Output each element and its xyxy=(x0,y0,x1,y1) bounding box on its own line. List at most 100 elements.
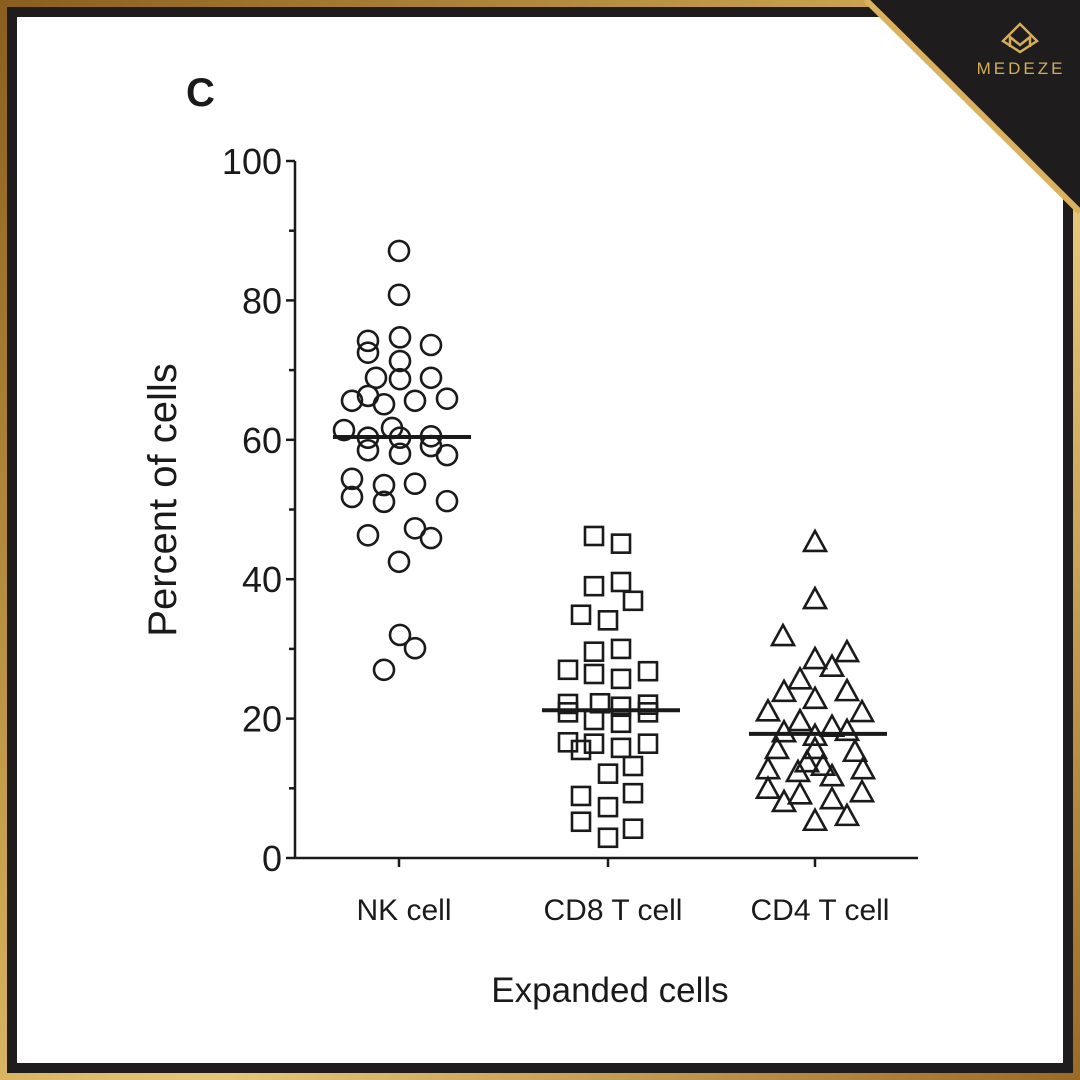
y-tick-label: 100 xyxy=(222,141,282,182)
data-point-circle xyxy=(419,333,443,357)
data-point-square xyxy=(622,590,644,612)
x-tick-label: CD8 T cell xyxy=(544,894,683,927)
data-point-circle xyxy=(388,623,412,647)
data-point-circle xyxy=(419,366,443,390)
data-point-square xyxy=(637,660,659,682)
data-point-triangle xyxy=(786,665,814,690)
data-point-square xyxy=(583,733,605,754)
data-point-triangle xyxy=(849,755,877,780)
data-point-triangle xyxy=(809,751,837,776)
data-point-circle xyxy=(388,442,412,466)
data-point-circle xyxy=(372,490,396,514)
data-point-triangle xyxy=(818,785,846,810)
data-point-triangle xyxy=(848,778,876,803)
data-point-triangle xyxy=(801,685,829,710)
data-point-circle xyxy=(332,418,356,442)
data-point-square xyxy=(583,575,605,597)
data-point-circle xyxy=(403,389,427,413)
data-point-triangle xyxy=(833,802,861,827)
data-point-square xyxy=(622,782,644,804)
data-point-circle xyxy=(387,239,411,263)
data-point-circle xyxy=(388,349,412,373)
brand-corner-edge xyxy=(863,0,1080,215)
data-point-triangle xyxy=(818,762,846,787)
data-point-square xyxy=(610,533,632,554)
data-point-circle xyxy=(388,367,412,391)
data-point-triangle xyxy=(801,528,829,553)
data-point-triangle xyxy=(801,735,829,760)
data-point-circle xyxy=(435,443,459,467)
data-point-triangle xyxy=(801,807,829,832)
data-point-triangle xyxy=(786,780,814,805)
data-point-circle xyxy=(387,550,411,574)
data-point-triangle xyxy=(754,697,782,722)
data-point-square xyxy=(570,739,592,761)
y-axis-label: Percent of cells xyxy=(141,363,185,636)
data-point-circle xyxy=(387,283,411,307)
data-point-circle xyxy=(340,467,364,491)
data-point-triangle xyxy=(793,748,821,773)
data-point-triangle xyxy=(770,678,798,703)
data-point-circle xyxy=(340,485,364,509)
data-point-square xyxy=(610,668,632,690)
data-point-triangle xyxy=(848,698,876,723)
data-points xyxy=(332,239,887,849)
data-point-circle xyxy=(435,387,459,410)
medeze-logo-icon xyxy=(1001,22,1039,54)
data-point-square xyxy=(570,604,592,626)
data-point-circle xyxy=(435,489,459,513)
data-point-triangle xyxy=(833,638,861,663)
data-point-square xyxy=(610,696,632,718)
data-point-circle xyxy=(372,392,396,416)
data-point-square xyxy=(570,785,592,807)
data-point-square xyxy=(597,763,619,784)
panel-label: C xyxy=(186,71,215,115)
data-point-triangle xyxy=(833,717,861,742)
y-tick-label: 20 xyxy=(242,699,282,740)
data-point-circle xyxy=(356,341,380,364)
data-point-square xyxy=(610,737,632,759)
data-point-triangle xyxy=(769,622,797,647)
data-point-triangle xyxy=(786,707,814,732)
y-tick-label: 40 xyxy=(242,559,282,600)
data-point-circle xyxy=(356,523,380,547)
data-point-triangle xyxy=(833,677,861,702)
data-point-triangle xyxy=(784,758,812,783)
data-point-square xyxy=(610,712,632,734)
x-tick-label: CD4 T cell xyxy=(751,894,890,927)
data-point-square xyxy=(637,702,659,723)
data-point-circle xyxy=(340,389,364,413)
y-tick-label: 60 xyxy=(242,420,282,461)
data-point-circle xyxy=(403,472,427,496)
data-point-circle xyxy=(372,658,396,682)
data-point-circle xyxy=(403,517,427,540)
data-point-square xyxy=(557,702,579,723)
data-point-square xyxy=(597,827,619,849)
x-axis-label: Expanded cells xyxy=(491,971,728,1010)
data-point-triangle xyxy=(801,585,829,610)
data-point-square xyxy=(557,659,579,681)
y-tick-label: 0 xyxy=(262,838,282,879)
data-point-circle xyxy=(364,366,388,390)
data-point-square xyxy=(557,731,579,753)
data-point-triangle xyxy=(770,718,798,743)
data-point-square xyxy=(597,796,619,818)
data-point-triangle xyxy=(841,738,869,763)
data-point-circle xyxy=(356,438,380,462)
chart-canvas xyxy=(17,17,1063,1063)
brand-name: MEDEZE xyxy=(977,59,1066,78)
axes: 0 20 40 60 80 100 NK cell CD8 T cell CD4 T cell xyxy=(222,141,918,927)
x-tick-label: NK cell xyxy=(356,894,451,927)
data-point-square xyxy=(583,641,605,662)
data-point-circle xyxy=(356,329,380,353)
data-point-square xyxy=(610,571,632,593)
data-point-square xyxy=(622,755,644,777)
data-point-square xyxy=(597,610,619,631)
data-point-triangle xyxy=(801,645,829,670)
data-point-square xyxy=(570,811,592,833)
data-point-square xyxy=(583,663,605,685)
data-point-triangle xyxy=(770,788,798,813)
data-point-square xyxy=(583,525,605,547)
data-point-square xyxy=(583,709,605,731)
